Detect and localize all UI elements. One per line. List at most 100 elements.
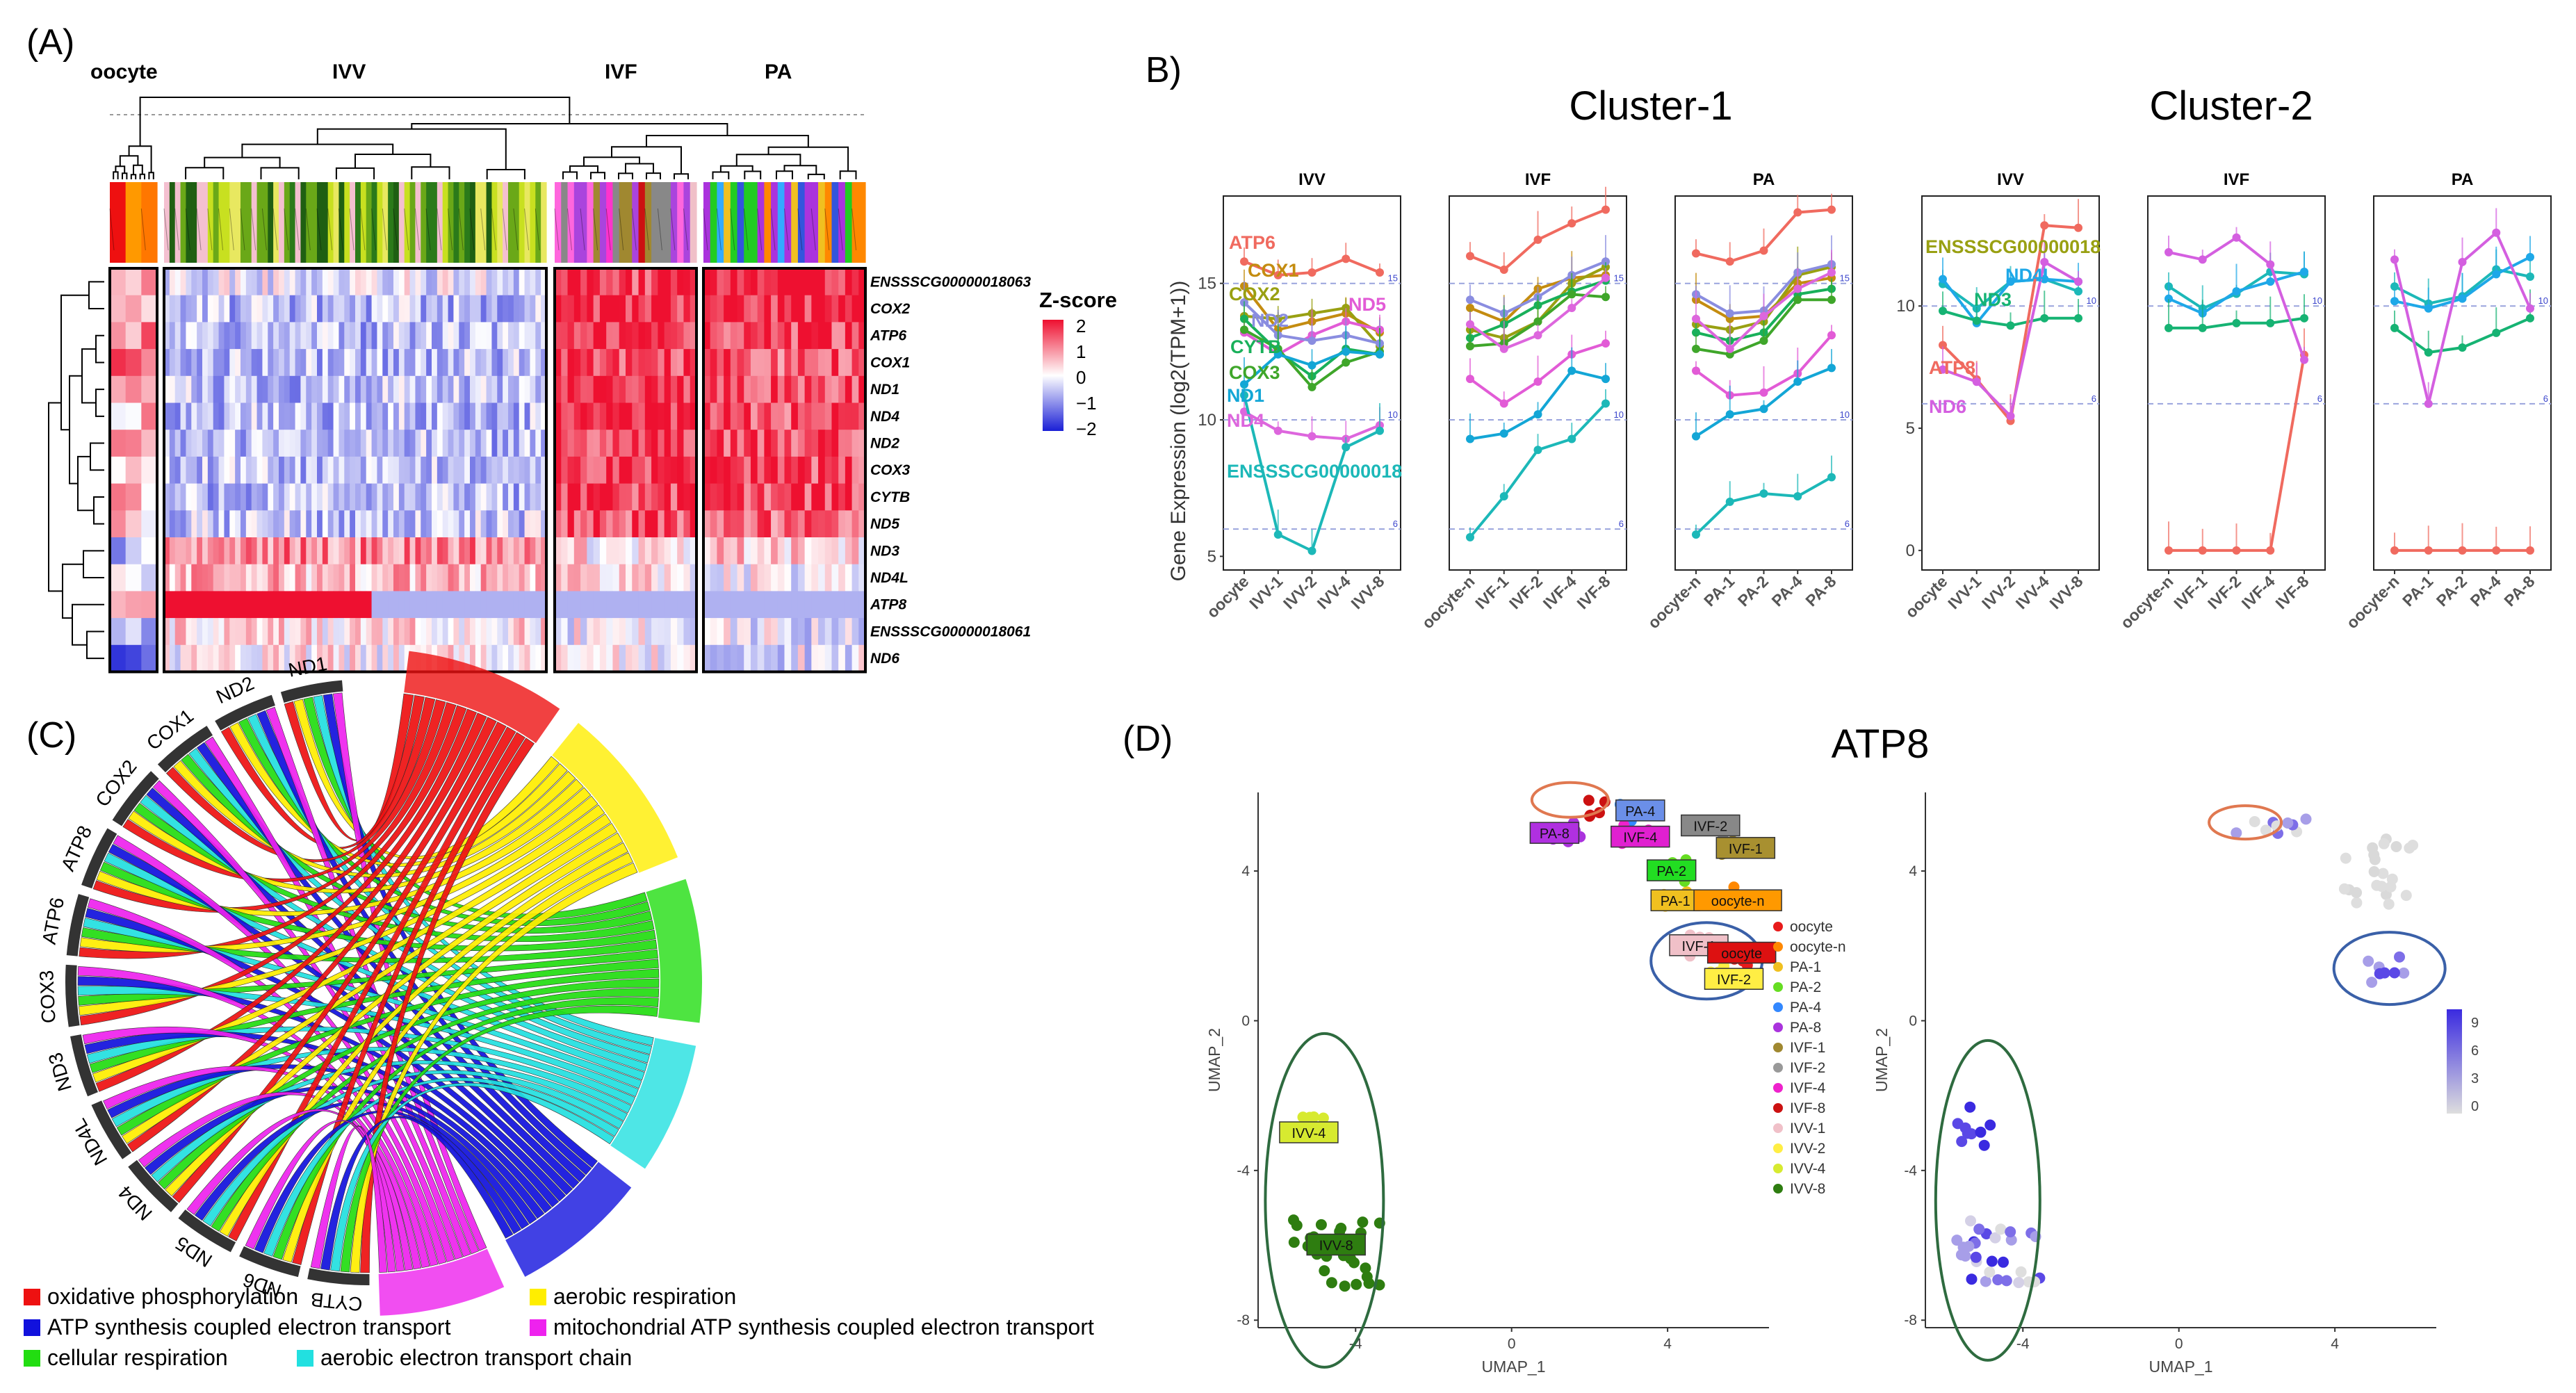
- heatmap-cell: [480, 537, 487, 565]
- heatmap-cell: [632, 644, 639, 673]
- heatmap-cell: [110, 483, 127, 511]
- series-point: [1466, 304, 1474, 313]
- heatmap-cell: [224, 618, 230, 646]
- heatmap-cell: [508, 644, 514, 673]
- annotation-hatch: [535, 208, 540, 251]
- legend-label: IVV-8: [1790, 1181, 1825, 1197]
- heatmap-cell: [317, 483, 323, 511]
- umap-y-tick-label: -8: [1904, 1312, 1917, 1328]
- heatmap-cell: [513, 564, 520, 592]
- heatmap-cell: [174, 510, 181, 538]
- heatmap-cell: [744, 268, 751, 296]
- heatmap-cell: [355, 295, 361, 323]
- heatmap-cell: [658, 430, 665, 457]
- heatmap-cell: [306, 644, 312, 673]
- heatmap-cell: [327, 322, 334, 350]
- heatmap-cell: [519, 591, 525, 619]
- heatmap-cell: [339, 402, 345, 430]
- heatmap-cell: [683, 268, 691, 296]
- heatmap-cell: [125, 591, 142, 619]
- heatmap-cell: [197, 537, 203, 565]
- heatmap-cell: [690, 591, 697, 619]
- heatmap-cell: [245, 591, 252, 619]
- heatmap-cell: [535, 456, 541, 484]
- x-tick-label: IVF-4: [2238, 572, 2279, 612]
- series-point: [1567, 290, 1576, 299]
- heatmap-cell: [350, 402, 356, 430]
- heatmap-cell: [344, 375, 350, 404]
- annotation-cell: [730, 182, 738, 263]
- heatmap-cell: [535, 402, 541, 430]
- heatmap-cell: [470, 483, 476, 511]
- umap-point: [1291, 1219, 1303, 1231]
- heatmap-cell: [508, 456, 514, 484]
- series-point: [1793, 377, 1802, 386]
- annotation-cell: [703, 182, 711, 263]
- heatmap-cell: [519, 375, 525, 404]
- annotation-cell: [519, 182, 525, 263]
- series-point: [2300, 355, 2308, 364]
- heatmap-cell: [561, 456, 569, 484]
- heatmap-cell: [771, 644, 778, 673]
- heatmap-cell: [486, 430, 493, 457]
- annotation-cell: [838, 182, 846, 263]
- heatmap-cell: [273, 268, 279, 296]
- heatmap-cell: [858, 402, 866, 430]
- heatmap-cell: [202, 483, 209, 511]
- series-point: [1601, 399, 1610, 408]
- heatmap-cell: [530, 375, 536, 404]
- heatmap-cell: [513, 510, 520, 538]
- heatmap-cell: [241, 268, 247, 296]
- heatmap-cell: [599, 618, 607, 646]
- heatmap-cell: [737, 483, 744, 511]
- heatmap-cell: [197, 618, 203, 646]
- umap-x-tick-label: 0: [1508, 1336, 1516, 1352]
- umap-point: [2340, 852, 2351, 864]
- heatmap-cell: [619, 349, 626, 377]
- annotation-cell: [791, 182, 799, 263]
- heatmap-cell: [218, 618, 225, 646]
- heatmap-cell: [831, 322, 839, 350]
- heatmap-cell: [251, 537, 258, 565]
- heatmap-cell: [110, 564, 127, 592]
- heatmap-cell: [573, 430, 581, 457]
- chord-ribbon: [220, 694, 425, 849]
- umap-group-legend: oocyteoocyte-nPA-1PA-2PA-4PA-8IVF-1IVF-2…: [1773, 919, 1846, 1197]
- heatmap-cell: [845, 537, 853, 565]
- umap-x-tick-label: -4: [2016, 1336, 2030, 1352]
- heatmap-cell: [235, 456, 241, 484]
- heatmap-cell: [289, 430, 296, 457]
- heatmap-cell: [730, 430, 738, 457]
- heatmap-cell: [744, 402, 751, 430]
- heatmap-cell: [300, 295, 307, 323]
- facet-strip-label: PA: [2452, 170, 2474, 189]
- heatmap-cell: [757, 564, 765, 592]
- annotation-cell: [750, 182, 758, 263]
- heatmap-cell: [371, 375, 378, 404]
- heatmap-cell: [717, 322, 724, 350]
- annotation-hatch: [838, 208, 843, 251]
- heatmap-cell: [486, 537, 493, 565]
- heatmap-cell: [207, 456, 214, 484]
- annotation-cell: [218, 182, 225, 263]
- dendrogram-branch: [807, 173, 825, 179]
- heatmap-cell: [757, 349, 765, 377]
- heatmap-cell: [475, 483, 482, 511]
- annotation-cell: [658, 182, 665, 263]
- heatmap-cell: [404, 483, 411, 511]
- chord-ribbon: [158, 978, 660, 1190]
- legend-label-atp-synthesis: ATP synthesis coupled electron transport: [47, 1314, 451, 1339]
- heatmap-cell: [683, 456, 691, 484]
- heatmap-cell: [371, 510, 378, 538]
- annotation-hatch: [404, 208, 409, 251]
- heatmap-cell: [295, 295, 302, 323]
- gene-arc: [65, 964, 80, 1027]
- heatmap-cell: [339, 268, 345, 296]
- heatmap-cell: [366, 483, 373, 511]
- heatmap-cell: [567, 483, 575, 511]
- heatmap-cell: [619, 483, 626, 511]
- heatmap-cell: [245, 537, 252, 565]
- heatmap-cell: [619, 537, 626, 565]
- heatmap-cell: [235, 295, 241, 323]
- annotation-hatch: [770, 208, 776, 251]
